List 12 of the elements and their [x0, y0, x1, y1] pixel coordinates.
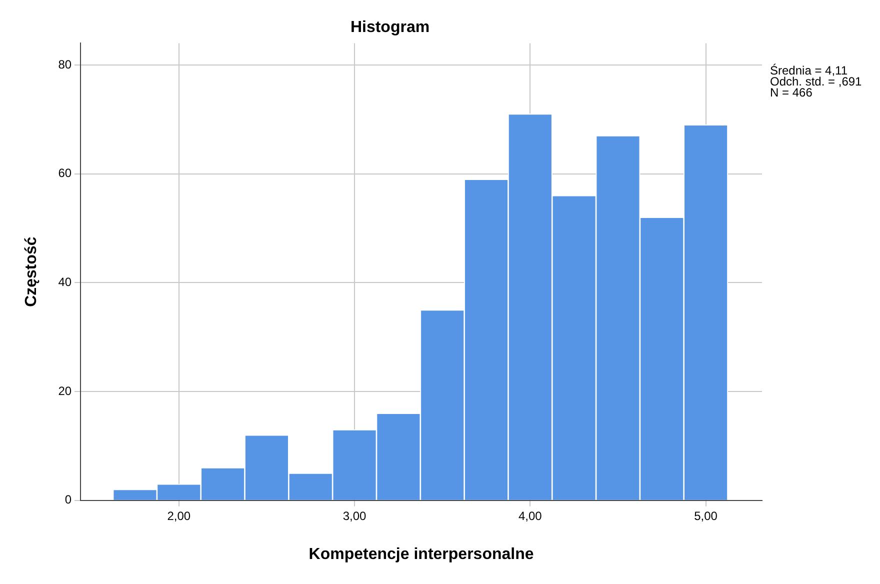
y-tick-label: 20 — [58, 384, 72, 398]
y-tick-label: 60 — [58, 166, 72, 180]
y-tick-label: 80 — [58, 57, 72, 72]
x-tick-label: 5,00 — [694, 508, 718, 523]
x-tick-label: 4,00 — [518, 508, 542, 523]
y-axis-title: Częstość — [23, 236, 40, 307]
y-tick-label: 0 — [64, 492, 72, 507]
x-axis-title: Kompetencje interpersonalne — [308, 546, 534, 563]
chart-title: Histogram — [350, 19, 430, 36]
x-tick-label: 2,00 — [167, 508, 191, 523]
x-tick-label: 3,00 — [342, 508, 367, 523]
y-tick-label: 40 — [58, 275, 72, 289]
